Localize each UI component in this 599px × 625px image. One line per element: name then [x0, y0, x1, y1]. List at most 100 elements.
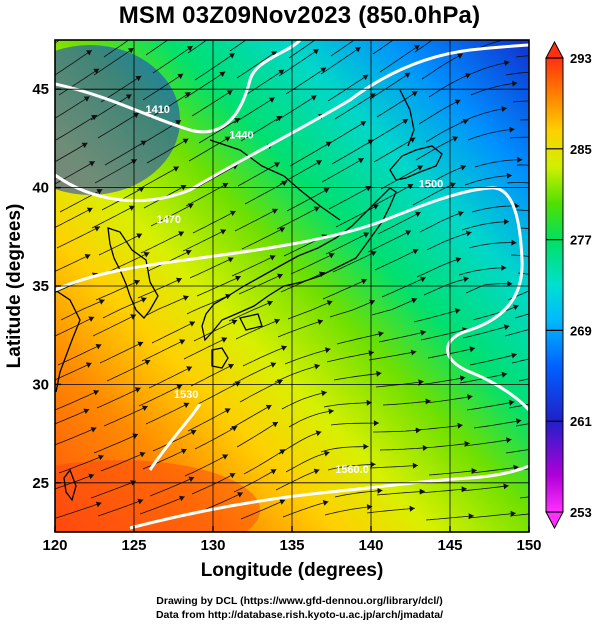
streamline — [460, 107, 507, 123]
streamline-arrow — [179, 339, 186, 345]
map-title: MSM 03Z09Nov2023 (850.0hPa) — [118, 2, 481, 29]
streamline — [376, 90, 418, 118]
streamline-arrow — [231, 319, 238, 325]
colorbar-ticks: 253 261 269 277 285 293 — [546, 51, 592, 520]
streamline-arrow — [190, 429, 197, 436]
streamline-arrow — [140, 140, 147, 146]
streamline — [99, 341, 144, 364]
contour-label: 1530 — [174, 389, 198, 401]
streamline-arrow — [265, 404, 272, 411]
streamline-arrow — [182, 295, 189, 301]
streamline — [382, 400, 431, 406]
streamline — [418, 99, 461, 125]
streamline-arrow — [511, 239, 517, 246]
streamline — [58, 68, 100, 96]
streamline-arrow — [234, 118, 240, 124]
streamline-arrow — [226, 90, 233, 96]
streamline-arrow — [268, 97, 275, 103]
streamline — [327, 463, 376, 471]
streamline-arrow — [449, 25, 455, 30]
streamline-arrow — [183, 402, 190, 408]
streamline-arrow — [227, 257, 234, 263]
streamline-arrow — [176, 277, 182, 284]
streamline — [463, 61, 510, 78]
streamline — [505, 449, 529, 454]
streamline — [150, 203, 194, 227]
streamline — [278, 431, 322, 455]
y-tick-label: 40 — [32, 180, 49, 197]
streamline — [285, 451, 330, 473]
streamline — [369, 72, 411, 100]
streamline — [198, 117, 241, 144]
streamline-arrow — [314, 363, 320, 370]
streamline-arrow — [315, 430, 322, 437]
streamline-arrow — [144, 359, 151, 366]
x-axis-label: Longitude (degrees) — [201, 560, 384, 581]
streamline-arrow — [514, 202, 520, 209]
streamline-arrow — [84, 254, 91, 260]
streamline — [425, 119, 469, 143]
streamline-arrow — [509, 126, 515, 133]
streamline-arrow — [501, 106, 507, 112]
streamline — [373, 429, 421, 433]
streamline-arrow — [365, 29, 371, 34]
streamline — [327, 74, 369, 102]
streamline-arrow — [405, 230, 411, 236]
streamline — [281, 391, 327, 410]
streamline-arrow — [79, 22, 85, 27]
colorbar-tick-label: 253 — [570, 505, 592, 520]
x-tick-label: 130 — [200, 537, 225, 554]
streamline-arrow — [173, 166, 179, 172]
y-axis-label: Latitude (degrees) — [4, 204, 25, 369]
x-tick-label: 140 — [358, 537, 383, 554]
streamline-arrow — [417, 165, 423, 171]
x-tick-label: 125 — [121, 537, 146, 554]
streamline — [55, 408, 90, 425]
colorbar-tick-label: 261 — [570, 414, 592, 429]
streamline — [466, 401, 515, 411]
streamline — [141, 339, 186, 362]
contour-label: 1470 — [157, 214, 181, 226]
streamline-arrow — [274, 318, 280, 325]
streamline-arrow — [187, 203, 194, 209]
streamline-arrow — [325, 141, 332, 147]
streamline — [97, 112, 140, 139]
streamline — [146, 138, 189, 164]
streamline — [58, 455, 104, 474]
streamline — [376, 490, 425, 496]
streamline-arrow — [420, 276, 426, 283]
streamline-arrow — [189, 321, 195, 327]
contour-1530 — [148, 403, 202, 471]
streamline — [237, 162, 281, 187]
streamline-arrow — [457, 422, 463, 429]
streamline — [55, 254, 91, 272]
streamline — [274, 364, 321, 383]
streamline-arrow — [463, 276, 469, 283]
streamline — [463, 439, 512, 447]
streamline-arrow — [81, 142, 88, 148]
streamline-arrow — [323, 31, 329, 36]
streamline — [243, 69, 285, 97]
streamline-arrow — [313, 206, 320, 212]
streamline-arrow — [188, 476, 195, 482]
streamline — [183, 337, 228, 360]
streamline — [367, 230, 412, 253]
streamline-arrow — [88, 473, 95, 480]
streamline-arrow — [323, 188, 330, 194]
temperature-colorbar: 253 261 269 277 285 293 — [545, 40, 592, 530]
streamline-arrow — [177, 73, 184, 80]
colorbar-tick-label: 293 — [570, 51, 592, 66]
streamline-arrow — [413, 45, 420, 51]
streamline-arrow — [414, 211, 421, 218]
streamline-arrow — [510, 510, 516, 517]
contour-1410 — [55, 40, 302, 134]
streamline-arrow — [95, 344, 102, 350]
streamline-arrow — [134, 387, 141, 393]
streamline — [464, 175, 512, 186]
streamline — [194, 425, 238, 450]
streamline-arrow — [407, 184, 414, 190]
streamline — [321, 157, 364, 183]
streamline — [516, 164, 529, 166]
streamline-arrow — [517, 156, 523, 163]
streamline-arrow — [312, 49, 319, 55]
